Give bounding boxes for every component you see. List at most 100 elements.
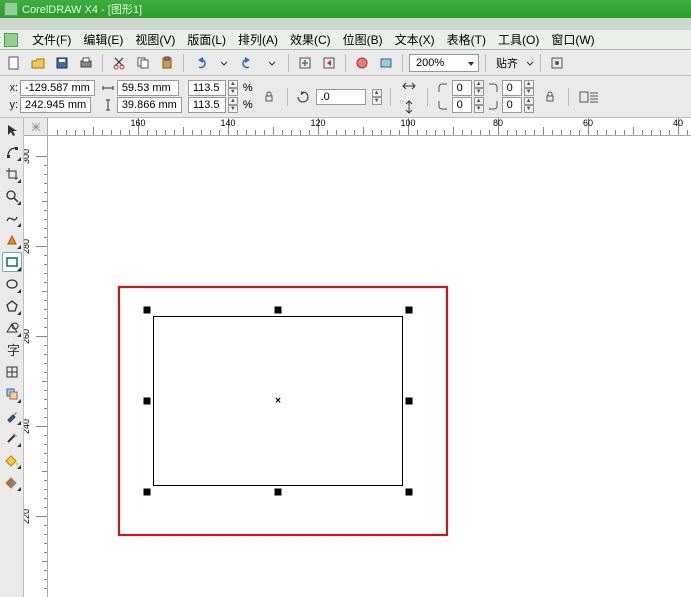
x-label: x:: [4, 82, 18, 94]
canvas[interactable]: ×: [48, 136, 691, 597]
scale-y-input[interactable]: 113.5: [188, 97, 226, 113]
corner-tr-input[interactable]: 0: [502, 80, 522, 96]
mirror-h-button[interactable]: [399, 76, 419, 96]
menu-layout[interactable]: 版面(L): [181, 31, 232, 48]
copy-button[interactable]: [133, 53, 153, 73]
selection-handle[interactable]: [144, 307, 151, 314]
paste-button[interactable]: [157, 53, 177, 73]
title-bar: CorelDRAW X4 - [图形1]: [0, 0, 691, 18]
menu-arrange[interactable]: 排列(A): [232, 31, 284, 48]
separator: [485, 54, 486, 72]
scale-x-input[interactable]: 113.5: [188, 80, 226, 96]
freehand-tool[interactable]: [2, 208, 22, 228]
corner-tl-input[interactable]: 0: [452, 80, 472, 96]
selection-handle[interactable]: [275, 307, 282, 314]
selection-handle[interactable]: [144, 398, 151, 405]
toolbox: 字: [0, 118, 24, 597]
zoom-tool[interactable]: [2, 186, 22, 206]
ellipse-tool[interactable]: [2, 274, 22, 294]
corner-tl-spin[interactable]: ▲▼: [474, 80, 484, 96]
undo-dropdown[interactable]: [214, 53, 234, 73]
rotation-input[interactable]: .0: [316, 89, 366, 105]
shape-tool[interactable]: [2, 142, 22, 162]
size-group: 59.53 mm 39.866 mm: [101, 80, 182, 113]
text-tool[interactable]: 字: [2, 340, 22, 360]
redo-button[interactable]: [238, 53, 258, 73]
smartfill-tool[interactable]: [2, 230, 22, 250]
corner-bl-spin[interactable]: ▲▼: [474, 97, 484, 113]
scale-x-spinner[interactable]: ▲▼: [228, 80, 238, 96]
menu-edit[interactable]: 编辑(E): [77, 31, 129, 48]
ruler-horizontal[interactable]: 160140120100806040: [48, 118, 691, 136]
menu-tools[interactable]: 工具(O): [492, 31, 545, 48]
ruler-canvas-area: 160140120100806040 300280260240220200 ×: [24, 118, 691, 597]
rotation-spinner[interactable]: ▲▼: [372, 89, 382, 105]
polygon-tool[interactable]: [2, 296, 22, 316]
corner-tr-spin[interactable]: ▲▼: [524, 80, 534, 96]
selection-handle[interactable]: [144, 489, 151, 496]
corner-br-spin[interactable]: ▲▼: [524, 97, 534, 113]
menu-view[interactable]: 视图(V): [129, 31, 181, 48]
ruler-origin[interactable]: [24, 118, 48, 136]
fill-tool[interactable]: [2, 450, 22, 470]
menu-effects[interactable]: 效果(C): [284, 31, 337, 48]
lock-corners-button[interactable]: [540, 87, 560, 107]
y-input[interactable]: 242.945 mm: [20, 97, 91, 113]
interactivefill-tool[interactable]: [2, 472, 22, 492]
corner-bl-icon: [436, 98, 450, 112]
print-button[interactable]: [76, 53, 96, 73]
scale-y-spinner[interactable]: ▲▼: [228, 97, 238, 113]
snap-dropdown-icon[interactable]: [526, 56, 534, 70]
selection-handle[interactable]: [275, 489, 282, 496]
svg-text:字: 字: [7, 343, 19, 357]
corner-br-input[interactable]: 0: [502, 97, 522, 113]
menu-table[interactable]: 表格(T): [441, 31, 492, 48]
menu-bar: 文件(F) 编辑(E) 视图(V) 版面(L) 排列(A) 效果(C) 位图(B…: [0, 30, 691, 50]
export-button[interactable]: [319, 53, 339, 73]
percent-label: %: [243, 99, 253, 111]
menu-bitmap[interactable]: 位图(B): [337, 31, 389, 48]
table-tool[interactable]: [2, 362, 22, 382]
selection-handle[interactable]: [406, 398, 413, 405]
separator: [102, 54, 103, 72]
welcome-button[interactable]: [376, 53, 396, 73]
scale-group: 113.5 ▲▼ % 113.5 ▲▼ %: [188, 80, 253, 113]
menu-text[interactable]: 文本(X): [389, 31, 441, 48]
snap-label[interactable]: 贴齐: [492, 55, 522, 71]
height-input[interactable]: 39.866 mm: [117, 97, 182, 113]
wrap-text-button[interactable]: [577, 87, 601, 107]
app-launcher-button[interactable]: [352, 53, 372, 73]
basicshapes-tool[interactable]: [2, 318, 22, 338]
rectangle-tool[interactable]: [2, 252, 22, 272]
pick-tool[interactable]: [2, 120, 22, 140]
cut-button[interactable]: [109, 53, 129, 73]
menu-file[interactable]: 文件(F): [26, 31, 77, 48]
selection-handle[interactable]: [406, 489, 413, 496]
undo-button[interactable]: [190, 53, 210, 73]
interactive-tool[interactable]: [2, 384, 22, 404]
separator: [540, 54, 541, 72]
crop-tool[interactable]: [2, 164, 22, 184]
menu-window[interactable]: 窗口(W): [545, 31, 600, 48]
new-button[interactable]: [4, 53, 24, 73]
standard-toolbar: 200% 贴齐: [0, 50, 691, 76]
selection-handle[interactable]: [406, 307, 413, 314]
separator: [568, 88, 569, 106]
position-group: x: -129.587 mm y: 242.945 mm: [4, 80, 95, 113]
mirror-v-button[interactable]: [399, 97, 419, 117]
x-input[interactable]: -129.587 mm: [20, 80, 95, 96]
options-button[interactable]: [547, 53, 567, 73]
zoom-dropdown[interactable]: 200%: [409, 54, 479, 72]
eyedropper-tool[interactable]: [2, 406, 22, 426]
ruler-vertical[interactable]: 300280260240220200: [24, 136, 48, 597]
mirror-group: [399, 76, 419, 117]
width-input[interactable]: 59.53 mm: [117, 80, 179, 96]
outline-tool[interactable]: [2, 428, 22, 448]
save-button[interactable]: [52, 53, 72, 73]
open-button[interactable]: [28, 53, 48, 73]
selection-center-icon[interactable]: ×: [275, 396, 281, 407]
import-button[interactable]: [295, 53, 315, 73]
redo-dropdown[interactable]: [262, 53, 282, 73]
corner-bl-input[interactable]: 0: [452, 97, 472, 113]
lock-ratio-button[interactable]: [259, 87, 279, 107]
